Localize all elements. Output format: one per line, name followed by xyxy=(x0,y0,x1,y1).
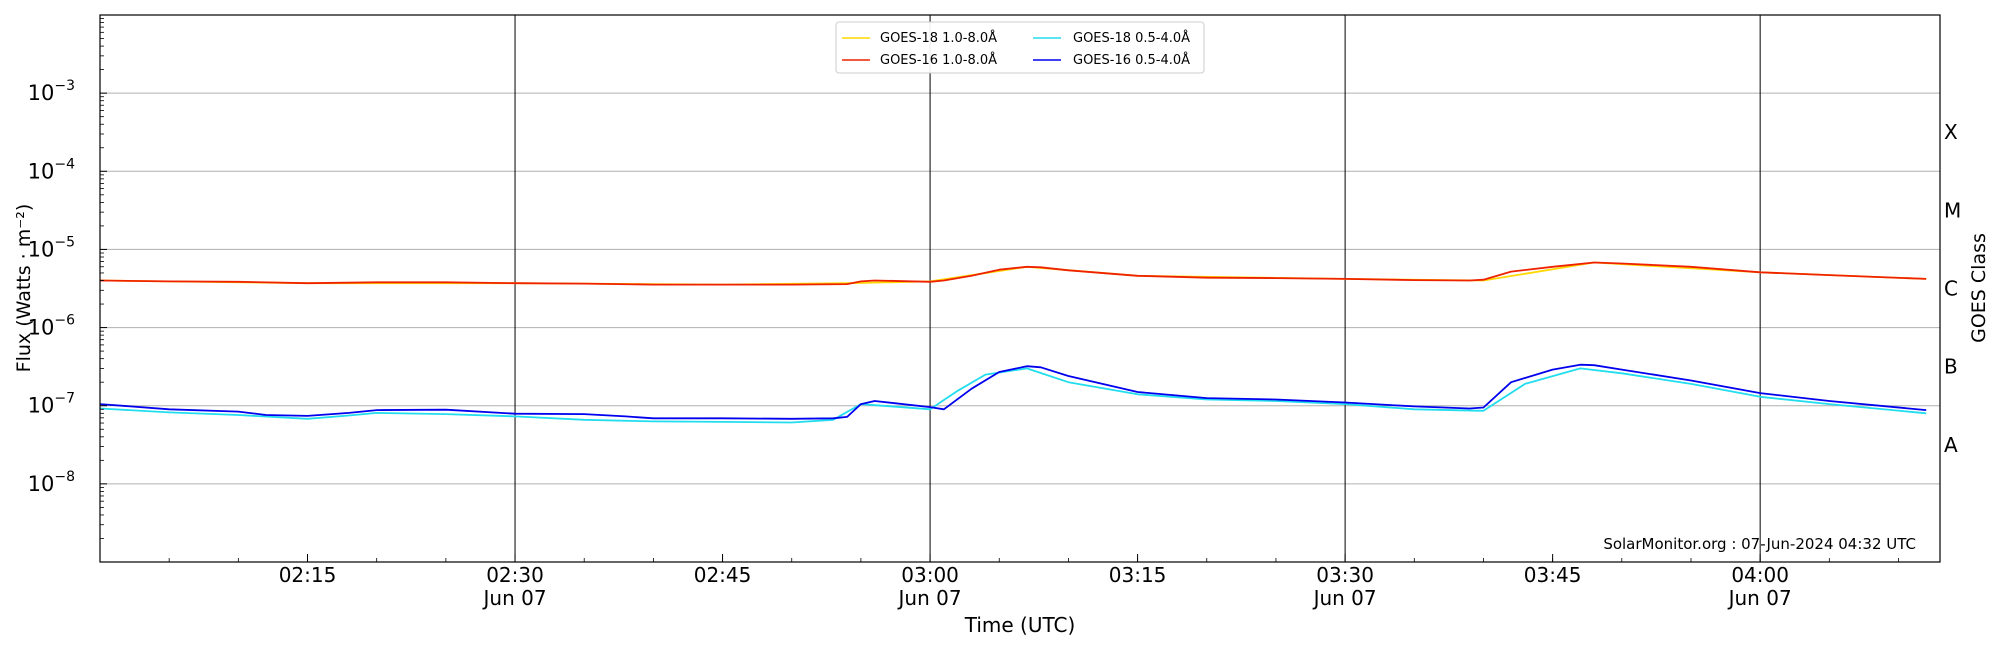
x-tick-label: 04:00 xyxy=(1731,563,1789,587)
y-tick-label: 10−5 xyxy=(28,234,75,261)
y-tick-label: 10−7 xyxy=(28,391,75,418)
goes-class-x: X xyxy=(1944,120,1958,144)
x-tick-label: 03:30 xyxy=(1316,563,1374,587)
legend: GOES-18 1.0-8.0Å GOES-16 1.0-8.0Å GOES-1… xyxy=(835,21,1205,74)
goes-class-labels: A B C M X xyxy=(1944,120,1961,457)
x-tick-label: 02:30 xyxy=(486,563,544,587)
series-line-goes18-short xyxy=(99,367,1927,424)
series-line-goes16-long xyxy=(99,261,1927,286)
x-tick-label: 02:45 xyxy=(694,563,752,587)
y-tick-label: 10−3 xyxy=(28,78,75,105)
legend-label-goes18-short: GOES-18 0.5-4.0Å xyxy=(1073,30,1190,46)
x-tick-date-label: Jun 07 xyxy=(1312,586,1377,610)
x-tick-label: 03:00 xyxy=(901,563,959,587)
goes-class-c: C xyxy=(1944,277,1958,301)
y-tick-label: 10−8 xyxy=(28,469,75,496)
y2-axis-label: GOES Class xyxy=(1968,233,1990,343)
legend-label-goes18-long: GOES-18 1.0-8.0Å xyxy=(880,30,997,46)
y-tick-label: 10−4 xyxy=(28,156,75,183)
x-tick-date-label: Jun 07 xyxy=(1727,586,1792,610)
x-tick-date-label: Jun 07 xyxy=(897,586,962,610)
goes-class-b: B xyxy=(1944,355,1958,379)
x-tick-label: 03:45 xyxy=(1524,563,1582,587)
x-tick-label: 03:15 xyxy=(1109,563,1167,587)
legend-label-goes16-short: GOES-16 0.5-4.0Å xyxy=(1073,52,1190,68)
y-axis-label: Flux (Watts · m⁻²) xyxy=(13,204,35,373)
x-axis-label: Time (UTC) xyxy=(964,613,1076,637)
vertical-lines xyxy=(514,15,1761,562)
plot-frame xyxy=(99,14,1941,563)
goes-class-a: A xyxy=(1944,433,1958,457)
x-tick-label: 02:15 xyxy=(279,563,337,587)
goes-class-m: M xyxy=(1944,198,1961,222)
legend-box xyxy=(835,21,1205,74)
series-line-goes16-short xyxy=(99,363,1927,420)
source-annotation: SolarMonitor.org : 07-Jun-2024 04:32 UTC xyxy=(1603,535,1916,553)
series-layer xyxy=(99,261,1927,424)
legend-label-goes16-long: GOES-16 1.0-8.0Å xyxy=(880,52,997,68)
tick-layer xyxy=(99,18,1899,562)
x-tick-date-label: Jun 07 xyxy=(482,586,547,610)
grid-layer xyxy=(100,92,1940,485)
y-tick-label: 10−6 xyxy=(28,313,75,340)
